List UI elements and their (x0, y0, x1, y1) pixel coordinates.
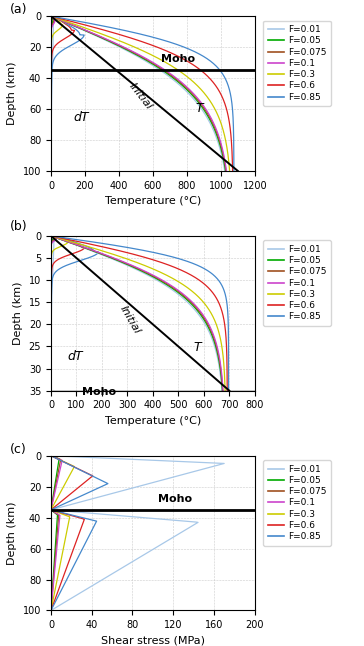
Text: Moho: Moho (161, 54, 195, 64)
Text: T: T (194, 341, 201, 354)
Text: (c): (c) (10, 443, 27, 455)
Text: Initial: Initial (118, 304, 142, 336)
Text: dT: dT (68, 349, 83, 363)
Y-axis label: Depth (km): Depth (km) (13, 282, 23, 345)
Legend: F=0.01, F=0.05, F=0.075, F=0.1, F=0.3, F=0.6, F=0.85: F=0.01, F=0.05, F=0.075, F=0.1, F=0.3, F… (264, 240, 331, 326)
Text: Moho: Moho (82, 387, 116, 397)
Text: dT: dT (73, 111, 88, 125)
Y-axis label: Depth (km): Depth (km) (7, 62, 17, 125)
X-axis label: Shear stress (MPa): Shear stress (MPa) (101, 636, 205, 646)
Text: Moho: Moho (158, 494, 192, 504)
Text: Initial: Initial (127, 81, 154, 112)
Legend: F=0.01, F=0.05, F=0.075, F=0.1, F=0.3, F=0.6, F=0.85: F=0.01, F=0.05, F=0.075, F=0.1, F=0.3, F… (264, 21, 331, 106)
Text: (a): (a) (10, 3, 28, 16)
Text: (b): (b) (10, 220, 28, 233)
X-axis label: Temperature (°C): Temperature (°C) (105, 196, 201, 206)
Text: T: T (195, 102, 203, 115)
X-axis label: Temperature (°C): Temperature (°C) (105, 416, 201, 426)
Y-axis label: Depth (km): Depth (km) (7, 501, 17, 565)
Legend: F=0.01, F=0.05, F=0.075, F=0.1, F=0.3, F=0.6, F=0.85: F=0.01, F=0.05, F=0.075, F=0.1, F=0.3, F… (264, 460, 331, 546)
